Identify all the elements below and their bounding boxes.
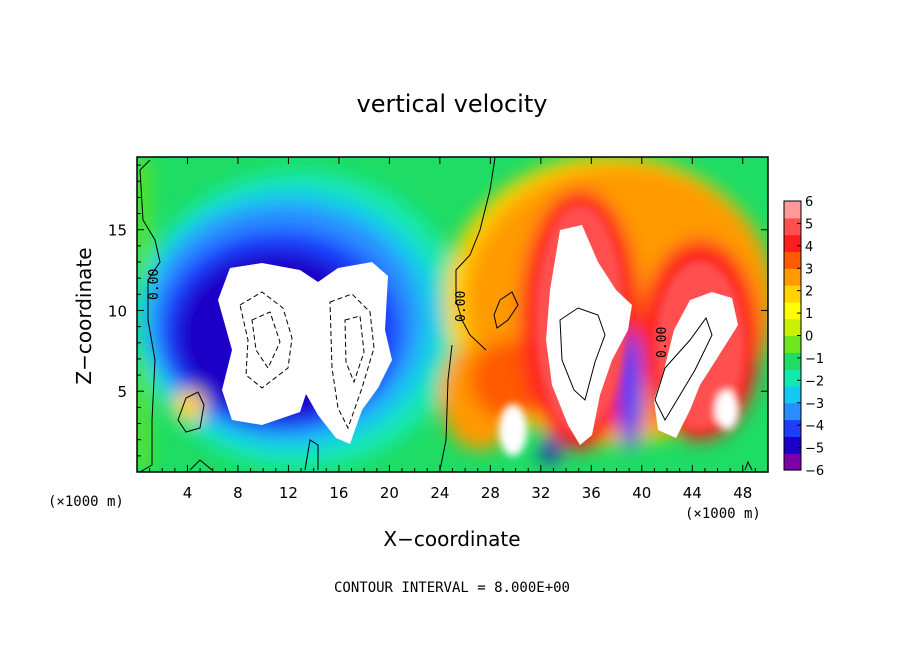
x-tick-label: 24: [430, 484, 449, 502]
colorbar-tick-label: 2: [805, 285, 813, 300]
colorbar-segment: [784, 402, 801, 421]
x-tick-label: 28: [481, 484, 500, 502]
colorbar-segment: [784, 268, 801, 286]
colorbar-segment: [784, 453, 801, 471]
colorbar-segment: [784, 436, 801, 454]
colorbar-segment: [784, 234, 801, 253]
colorbar-tick-label: −3: [805, 397, 824, 412]
x-tick-label: 36: [582, 484, 601, 502]
contour-label-left: 0.00: [147, 269, 162, 300]
colorbar-tick-label: −1: [805, 352, 824, 367]
colorbar-tick-label: 5: [805, 217, 813, 232]
colorbar-segment: [784, 318, 801, 337]
colorbar-segment: [784, 301, 801, 320]
colorbar-tick-label: −6: [805, 464, 824, 479]
contour-interval-note: CONTOUR INTERVAL = 8.000E+00: [334, 580, 570, 596]
colorbar: 6 5 4 3 2 1 0 −1 −2 −3 −4 −5 −6: [783, 195, 824, 479]
colorbar-tick-label: −5: [805, 442, 824, 457]
x-tick-label: 44: [683, 484, 702, 502]
x-axis: 4 8 12 16 20 24 28 32 36 40 44 48: [149, 157, 756, 502]
y-axis: 5 10 15: [108, 164, 768, 457]
x-tick-label: 20: [380, 484, 399, 502]
colorbar-tick-label: −2: [805, 374, 824, 389]
colorbar-segment: [784, 385, 801, 404]
colorbar-segment: [784, 352, 801, 370]
colorbar-tick-label: −4: [805, 419, 824, 434]
colorbar-segment: [784, 217, 801, 236]
y-tick-label: 15: [108, 222, 127, 240]
x-tick-label: 4: [183, 484, 193, 502]
downdraft-core: [218, 262, 392, 444]
chart-title: vertical velocity: [357, 90, 548, 118]
colorbar-segment: [784, 335, 801, 353]
colorbar-tick-label: 0: [805, 330, 813, 345]
colorbar-segment: [784, 201, 801, 219]
y-tick-label: 5: [117, 383, 127, 401]
colorbar-tick-label: 1: [805, 307, 813, 322]
x-tick-label: 32: [531, 484, 550, 502]
x-tick-label: 16: [329, 484, 348, 502]
y-axis-unit: (×1000 m): [48, 494, 124, 510]
updraft-core-left: [546, 225, 632, 445]
y-tick-label: 10: [108, 302, 127, 320]
x-axis-label: X−coordinate: [383, 527, 520, 551]
x-tick-label: 40: [632, 484, 651, 502]
heatmap-field: 0.00 0.00 0.00: [137, 157, 768, 472]
colorbar-segment: [784, 285, 801, 303]
x-axis-unit: (×1000 m): [685, 506, 761, 522]
updraft-core-right: [654, 292, 738, 438]
contour-label-middle: 0.00: [454, 291, 469, 322]
colorbar-tick-label: 6: [805, 195, 813, 210]
colorbar-tick-label: 3: [805, 262, 813, 277]
contour-lines: [139, 157, 753, 472]
x-tick-label: 12: [279, 484, 298, 502]
x-tick-label: 48: [733, 484, 752, 502]
y-axis-label: Z−coordinate: [72, 247, 96, 384]
colorbar-segment: [784, 251, 801, 269]
contour-label-right: 0.00: [655, 327, 670, 358]
colorbar-segment: [784, 369, 801, 387]
x-tick-label: 8: [233, 484, 243, 502]
colorbar-segment: [784, 419, 801, 437]
colorbar-tick-label: 4: [805, 240, 813, 255]
